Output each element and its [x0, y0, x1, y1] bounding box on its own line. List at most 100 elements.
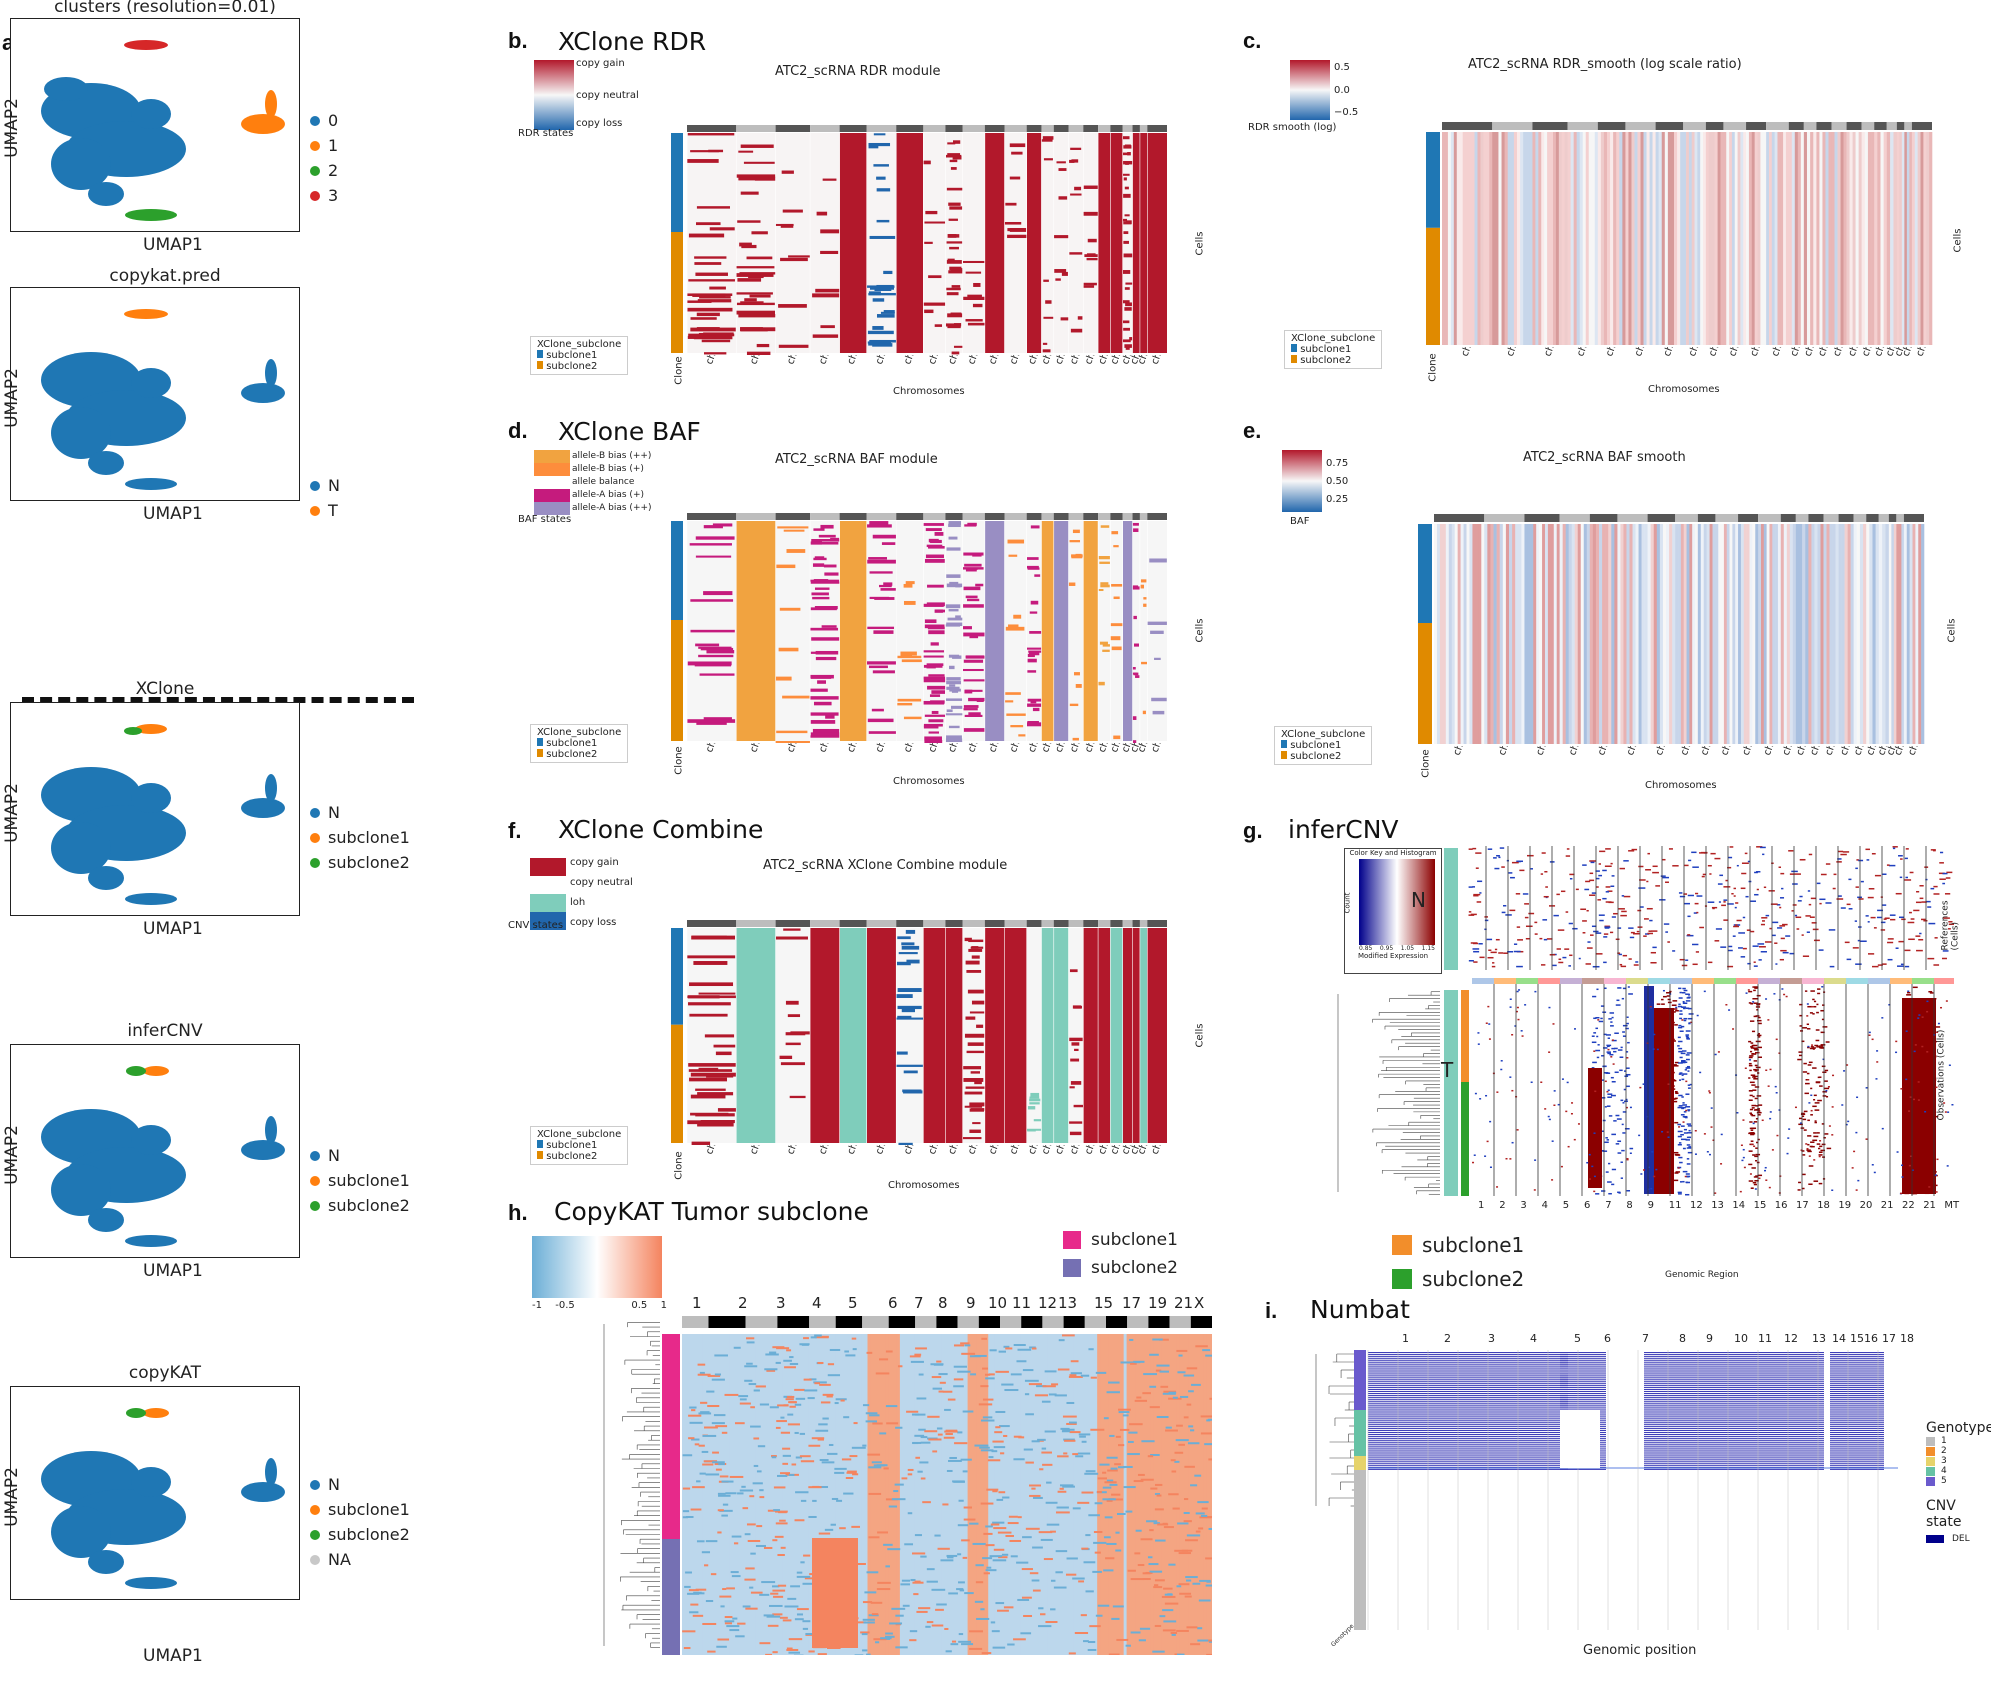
smooth-column	[1571, 524, 1576, 744]
h-column	[826, 1334, 830, 1655]
i-del-row	[1830, 1378, 1884, 1380]
obs-cell	[1812, 1105, 1817, 1108]
chrom-header-17	[1083, 513, 1099, 520]
cell-segment	[965, 595, 978, 599]
i-del-row	[1560, 1393, 1606, 1395]
obs-cell	[1553, 1104, 1556, 1107]
h-cell	[891, 1607, 906, 1610]
ref-cell	[1645, 933, 1650, 935]
h-cell	[726, 1625, 740, 1628]
obs-cell	[1811, 1005, 1814, 1008]
smooth-column	[1806, 132, 1811, 345]
i-del-row	[1368, 1366, 1568, 1368]
obs-cell	[1688, 1136, 1692, 1139]
obs-cell	[1815, 1039, 1820, 1042]
h-chrom-6: 6	[888, 1294, 898, 1312]
h-chrom-header	[1169, 1316, 1191, 1328]
smooth-column	[1448, 524, 1453, 744]
obs-cell	[1810, 1145, 1815, 1148]
obs-cell	[1800, 1127, 1805, 1129]
h-cell	[1136, 1396, 1142, 1399]
obs-cell	[1799, 1003, 1803, 1006]
h-column	[740, 1334, 745, 1655]
chrom-tick-chr2: chr2	[748, 743, 766, 754]
ref-cell	[1591, 892, 1597, 894]
ref-cell	[1605, 901, 1612, 903]
obs-cell	[1679, 1056, 1683, 1059]
smooth-column	[1535, 132, 1539, 345]
panel-e-subtitle: ATC2_scRNA BAF smooth	[1523, 450, 1686, 465]
cell-segment	[923, 723, 943, 727]
umap4-subclone1	[143, 1066, 169, 1076]
ref-cell	[1945, 877, 1951, 879]
h-cell	[987, 1459, 1001, 1462]
ref-cell	[1684, 902, 1691, 905]
h-cell	[716, 1645, 727, 1648]
umap2-title: copykat.pred	[109, 266, 221, 286]
ref-cell	[1820, 873, 1827, 876]
i-del-row	[1830, 1415, 1884, 1417]
obs-cell	[1748, 1062, 1752, 1065]
obs-cell	[1518, 989, 1521, 991]
smooth-column	[1643, 132, 1647, 345]
h-column	[899, 1334, 904, 1655]
h-chrom-header	[915, 1316, 937, 1328]
panel-d-heatmap	[671, 513, 1167, 743]
smooth-column	[1743, 524, 1747, 744]
obs-cell	[1881, 1127, 1884, 1130]
h-cell	[950, 1643, 959, 1646]
i-del-row	[1560, 1405, 1606, 1407]
chrom-tick-chr2: chr2	[1497, 746, 1515, 757]
ref-cell	[1919, 897, 1924, 900]
smooth-column	[1803, 132, 1808, 345]
smooth-column	[1539, 524, 1543, 744]
chrom-header-9	[1705, 122, 1724, 130]
smooth-column	[1558, 132, 1563, 345]
ref-cell	[1595, 953, 1603, 955]
h-cell	[1175, 1439, 1189, 1442]
panel-d-clone-legend: XClone_subclone subclone1 subclone2	[530, 724, 629, 763]
obs-cell	[1748, 1132, 1752, 1135]
cell-segment	[703, 352, 727, 355]
h-cell	[1057, 1455, 1069, 1458]
h-cell	[920, 1441, 931, 1444]
i-del-row	[1368, 1407, 1568, 1409]
ref-cell	[1715, 928, 1722, 930]
obs-cell	[1608, 1115, 1613, 1117]
chrom-tick-chr3: chr3	[785, 743, 803, 754]
i-del-row	[1830, 1452, 1884, 1454]
chrom-tick-chr2: chr2	[1505, 347, 1523, 358]
obs-cell	[1752, 986, 1758, 988]
h-chrom-header	[745, 1316, 778, 1328]
chrom-block-2	[736, 521, 776, 741]
h-chrom-header	[682, 1316, 709, 1328]
ref-cell	[1775, 963, 1778, 965]
obs-cell	[1757, 1104, 1763, 1106]
chrom-header-19	[1110, 125, 1123, 132]
h-cell	[1154, 1508, 1164, 1511]
cell-segment	[963, 604, 984, 608]
h-cell	[986, 1566, 992, 1569]
ref-cell	[1909, 911, 1912, 914]
obs-cell	[1688, 994, 1691, 996]
obs-cell	[1800, 1149, 1803, 1151]
chrom-tick-chr10: chr10	[966, 355, 986, 366]
h-chrom-header	[862, 1316, 889, 1328]
h-cell	[780, 1416, 785, 1419]
ref-cell	[1904, 965, 1910, 968]
smooth-column	[1837, 132, 1841, 345]
h-cell	[1172, 1507, 1180, 1510]
obs-cell	[1679, 1013, 1683, 1015]
h-cell	[851, 1337, 857, 1340]
h-cell	[1137, 1473, 1145, 1476]
smooth-column	[1564, 132, 1568, 345]
obs-cell	[1553, 1090, 1556, 1092]
i-del-row	[1368, 1460, 1568, 1462]
smooth-column	[1814, 524, 1818, 744]
obs-cell	[1755, 1051, 1759, 1054]
h-chrom-header	[708, 1316, 746, 1328]
obs-cell	[1596, 1035, 1599, 1038]
obs-cell	[1686, 1037, 1689, 1040]
smooth-column	[1816, 132, 1820, 345]
obs-chrom-strip	[1626, 978, 1648, 984]
